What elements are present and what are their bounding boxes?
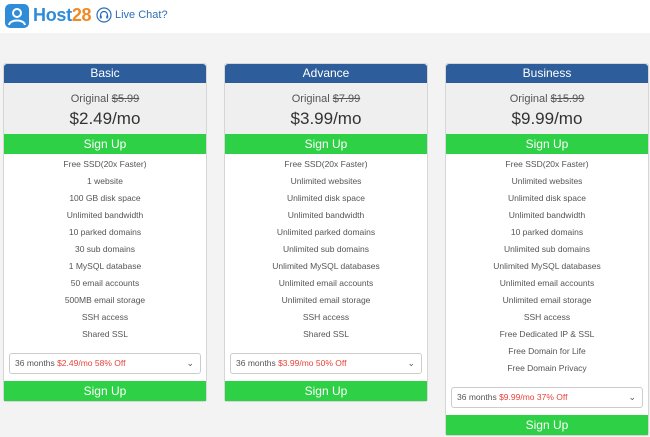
feature-item: 50 email accounts [70, 278, 140, 288]
feature-item: Unlimited MySQL databases [272, 261, 380, 271]
feature-item: Unlimited parked domains [276, 227, 376, 237]
price-box: Original $7.99 $3.99/mo [225, 83, 427, 134]
feature-item: Free Domain for Life [508, 346, 586, 356]
feature-item: Unlimited email accounts [499, 278, 595, 288]
feature-item: SSH access [302, 312, 350, 322]
original-label: Original [509, 93, 548, 105]
feature-item: SSH access [523, 312, 571, 322]
plan-name: Advance [225, 64, 427, 83]
bottom-signup-button[interactable]: Sign Up [446, 415, 648, 435]
feature-item: Unlimited email storage [502, 295, 592, 305]
term-months: 36 months [15, 358, 55, 368]
feature-item: Free Dedicated IP & SSL [499, 329, 595, 339]
term-select[interactable]: 36 months $2.49/mo 58% Off ⌄ [9, 353, 201, 374]
feature-item: 1 website [87, 176, 123, 186]
feature-item: Unlimited websites [511, 176, 583, 186]
term-deal: $3.99/mo 50% Off [278, 358, 347, 368]
plan-price: $9.99/mo [511, 109, 583, 128]
feature-item: Unlimited email storage [281, 295, 371, 305]
chevron-down-icon: ⌄ [407, 358, 415, 368]
feature-item: Unlimited disk space [287, 193, 365, 203]
original-label: Original [291, 93, 330, 105]
signup-button[interactable]: Sign Up [446, 134, 648, 154]
plan-card-business: Business Original $15.99 $9.99/mo Sign U… [445, 63, 649, 436]
feature-item: 100 GB disk space [69, 193, 141, 203]
feature-item: 1 MySQL database [68, 261, 142, 271]
feature-item: Shared SSL [303, 329, 349, 339]
plan-name: Basic [4, 64, 206, 83]
logo-icon[interactable] [5, 4, 29, 28]
chevron-down-icon: ⌄ [186, 358, 194, 368]
feature-item: Shared SSL [82, 329, 128, 339]
feature-item: Unlimited bandwidth [287, 210, 365, 220]
original-price: Original $5.99 [4, 93, 206, 105]
feature-item: Free SSD(20x Faster) [284, 159, 368, 169]
feature-item: SSH access [81, 312, 129, 322]
top-bar: Host28 Live Chat? [0, 0, 650, 33]
term-months: 36 months [457, 392, 497, 402]
feature-item: Unlimited bandwidth [66, 210, 144, 220]
feature-item: Unlimited disk space [508, 193, 586, 203]
feature-item: Unlimited sub domains [283, 244, 369, 254]
term-select[interactable]: 36 months $3.99/mo 50% Off ⌄ [230, 353, 422, 374]
term-months: 36 months [236, 358, 276, 368]
feature-item: 10 parked domains [68, 227, 142, 237]
plan-name: Business [446, 64, 648, 83]
feature-item: 30 sub domains [74, 244, 135, 254]
bottom-signup-button[interactable]: Sign Up [4, 381, 206, 401]
logo-text[interactable]: Host28 [33, 5, 92, 26]
bottom-signup-button[interactable]: Sign Up [225, 381, 427, 401]
plan-price: $3.99/mo [290, 109, 362, 128]
feature-list: Free SSD(20x Faster) 1 website 100 GB di… [4, 154, 206, 343]
feature-list: Free SSD(20x Faster) Unlimited websites … [225, 154, 427, 343]
feature-item: Unlimited email accounts [278, 278, 374, 288]
logo-number: 28 [71, 5, 92, 25]
logo-word: Host [33, 5, 72, 25]
headset-icon[interactable] [96, 7, 112, 23]
feature-item: 10 parked domains [510, 227, 584, 237]
original-label: Original [70, 93, 109, 105]
signup-button[interactable]: Sign Up [225, 134, 427, 154]
live-chat-link[interactable]: Live Chat? [115, 9, 168, 21]
feature-item: Unlimited bandwidth [508, 210, 586, 220]
term-deal: $2.49/mo 58% Off [57, 358, 126, 368]
original-price: Original $7.99 [225, 93, 427, 105]
feature-item: Unlimited websites [290, 176, 362, 186]
feature-item: Free Domain Privacy [507, 363, 587, 373]
feature-list: Free SSD(20x Faster) Unlimited websites … [446, 154, 648, 377]
chevron-down-icon: ⌄ [628, 392, 636, 402]
term-deal: $9.99/mo 37% Off [499, 392, 568, 402]
plan-card-advance: Advance Original $7.99 $3.99/mo Sign Up … [224, 63, 428, 402]
feature-item: Free SSD(20x Faster) [505, 159, 589, 169]
feature-item: Unlimited MySQL databases [493, 261, 601, 271]
plan-price: $2.49/mo [69, 109, 141, 128]
plan-card-basic: Basic Original $5.99 $2.49/mo Sign Up Fr… [3, 63, 207, 402]
signup-button[interactable]: Sign Up [4, 134, 206, 154]
term-select[interactable]: 36 months $9.99/mo 37% Off ⌄ [451, 387, 643, 408]
feature-item: Free SSD(20x Faster) [63, 159, 147, 169]
original-price-value: $15.99 [550, 93, 585, 105]
price-box: Original $15.99 $9.99/mo [446, 83, 648, 134]
feature-item: Unlimited sub domains [504, 244, 590, 254]
feature-item: 500MB email storage [64, 295, 146, 305]
original-price-value: $5.99 [111, 93, 140, 105]
price-box: Original $5.99 $2.49/mo [4, 83, 206, 134]
original-price: Original $15.99 [446, 93, 648, 105]
original-price-value: $7.99 [332, 93, 361, 105]
